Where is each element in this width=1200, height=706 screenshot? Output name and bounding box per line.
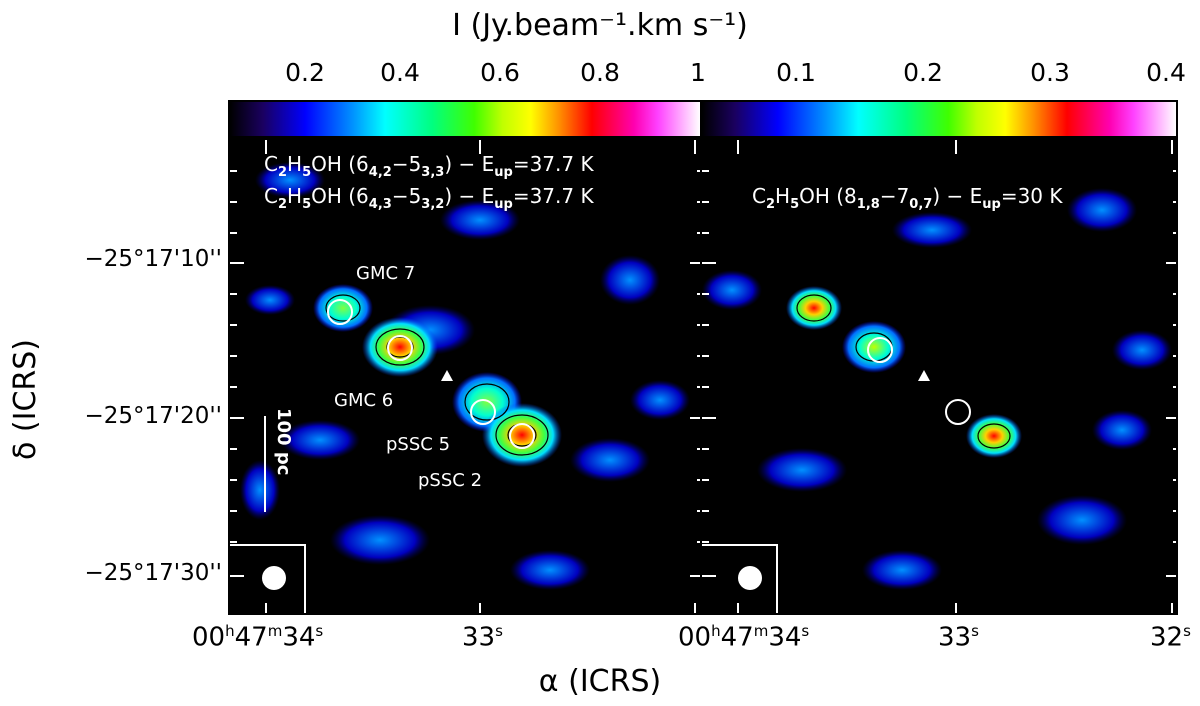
center-triangle (918, 370, 930, 381)
contours (796, 294, 1011, 449)
left-colorbar-tick: 0.6 (480, 58, 520, 87)
left-map-panel: C2H5OH (64,2−53,3) − Eup=37.7 K C2H5OH (… (228, 138, 702, 615)
left-colorbar-tick: 0.2 (285, 58, 325, 87)
right-line1-label: C2H5OH (81,8−70,7) − Eup=30 K (752, 184, 1063, 212)
left-colorbar-tick: 0.4 (380, 58, 420, 87)
left-line1-label: C2H5OH (64,2−53,3) − Eup=37.7 K (264, 152, 594, 180)
pssc5-marker (945, 399, 971, 425)
noise-patches (702, 188, 1172, 590)
gmc6-label: GMC 6 (334, 390, 394, 411)
gmc6-marker (867, 337, 893, 363)
colorbar-title: I (Jy.beam⁻¹.km s⁻¹) (452, 8, 748, 43)
y-axis-label: δ (ICRS) (8, 339, 43, 460)
gmc7-label: GMC 7 (356, 263, 416, 284)
right-colorbar-tick: 0.3 (1030, 58, 1070, 87)
left-colorbar-tick: 0.8 (580, 58, 620, 87)
pssc2-marker (509, 423, 535, 449)
y-tick-label: −25°17'10'' (84, 246, 222, 272)
right-colorbar-tick: 0.1 (776, 58, 816, 87)
y-tick-label: −25°17'20'' (84, 403, 222, 429)
left-colorbar-tick: 1 (690, 58, 706, 87)
gmc7-emission (313, 284, 373, 332)
x-tick-label: 33s (938, 622, 979, 653)
scale-bar-label: 100 pc (273, 408, 294, 476)
gmc7-marker (327, 299, 353, 325)
beam-box (702, 544, 778, 613)
beam-ellipse (738, 566, 762, 590)
gmc6-emission (362, 317, 438, 377)
right-emission-map (702, 140, 1176, 613)
left-colorbar (228, 100, 702, 138)
x-tick-label: 00h47m34s (192, 622, 324, 653)
x-tick-label: 32s (1150, 622, 1191, 653)
gmc6-emission (842, 321, 906, 373)
beam-box (230, 544, 306, 613)
pssc2-label: pSSC 2 (418, 470, 483, 491)
noise-patches (240, 162, 690, 590)
axis-ticks (702, 140, 1176, 613)
pssc5-marker (470, 399, 496, 425)
gmc7-emission (786, 286, 842, 330)
right-map-panel: C2H5OH (81,8−70,7) − Eup=30 K (700, 138, 1178, 615)
right-colorbar (700, 100, 1178, 138)
x-tick-label: 33s (462, 622, 503, 653)
pssc2-emission (482, 403, 562, 467)
pssc5-label: pSSC 5 (386, 434, 451, 455)
right-colorbar-tick: 0.2 (903, 58, 943, 87)
y-tick-label: −25°17'30'' (84, 560, 222, 586)
center-triangle (441, 370, 453, 381)
axis-ticks (230, 140, 700, 613)
left-line2-label: C2H5OH (64,3−53,2) − Eup=37.7 K (264, 184, 594, 212)
right-colorbar-tick: 0.4 (1146, 58, 1186, 87)
contours (325, 294, 549, 456)
pssc2-emission (966, 414, 1022, 458)
left-emission-map (230, 140, 700, 613)
x-axis-label: α (ICRS) (538, 664, 662, 699)
beam-ellipse (262, 566, 286, 590)
x-tick-label: 00h47m34s (678, 622, 810, 653)
gmc6-marker (387, 335, 413, 361)
